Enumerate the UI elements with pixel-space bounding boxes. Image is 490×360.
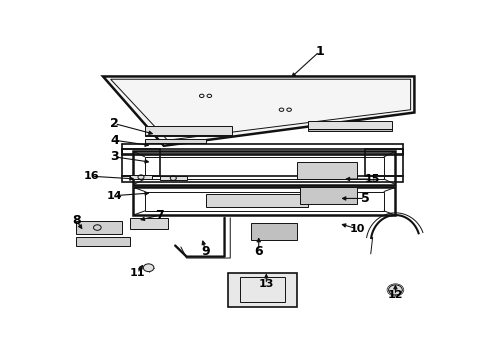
Circle shape: [389, 285, 402, 295]
Polygon shape: [103, 76, 415, 146]
Text: 15: 15: [365, 174, 380, 184]
Polygon shape: [145, 139, 206, 143]
Text: 10: 10: [350, 224, 365, 234]
Text: 1: 1: [315, 45, 324, 58]
Text: 3: 3: [110, 150, 119, 163]
Text: 14: 14: [107, 191, 122, 201]
Polygon shape: [206, 194, 308, 207]
Polygon shape: [160, 176, 187, 180]
Text: 9: 9: [201, 244, 210, 258]
Polygon shape: [129, 218, 168, 229]
Polygon shape: [76, 237, 129, 246]
Polygon shape: [228, 273, 297, 307]
Text: 7: 7: [156, 208, 164, 221]
Circle shape: [143, 264, 154, 271]
Text: 6: 6: [254, 244, 263, 258]
Text: 2: 2: [110, 117, 119, 130]
Polygon shape: [297, 162, 358, 179]
Text: 8: 8: [72, 214, 81, 227]
Polygon shape: [145, 126, 232, 135]
Polygon shape: [145, 135, 232, 136]
Text: 11: 11: [129, 268, 145, 278]
Text: 16: 16: [84, 171, 99, 181]
Polygon shape: [76, 221, 122, 234]
Polygon shape: [308, 121, 392, 129]
Polygon shape: [251, 223, 297, 240]
Polygon shape: [129, 175, 152, 179]
Text: 4: 4: [110, 134, 119, 147]
Text: 13: 13: [259, 279, 274, 289]
Text: 5: 5: [361, 192, 369, 205]
Polygon shape: [308, 129, 392, 131]
Text: 12: 12: [388, 291, 403, 301]
Polygon shape: [300, 187, 358, 204]
